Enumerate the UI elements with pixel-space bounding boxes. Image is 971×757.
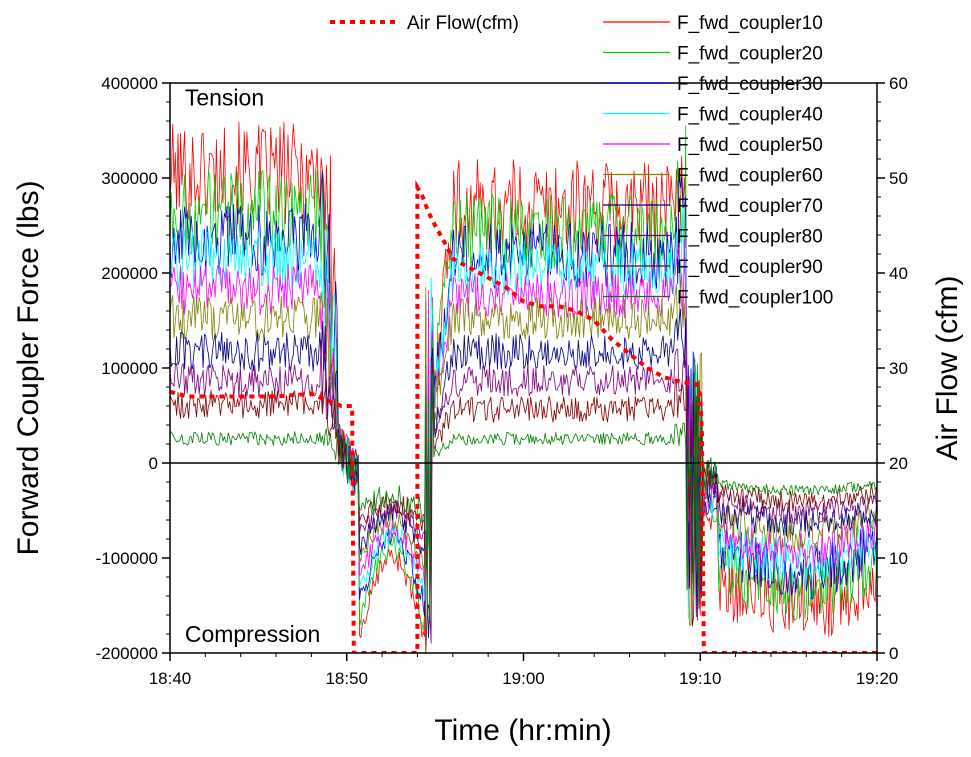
legend-item-F_fwd_coupler30: F_fwd_coupler30 <box>603 74 823 95</box>
y-axis-title: Forward Coupler Force (lbs) <box>12 180 45 555</box>
legend-label: F_fwd_coupler90 <box>677 257 823 278</box>
y-tick-label: 200000 <box>101 264 158 283</box>
annotation-layer: Tension Compression <box>185 84 321 647</box>
y-tick-label: 100000 <box>101 359 158 378</box>
y2-axis-title: Air Flow (cfm) <box>931 276 964 461</box>
y2-tick-label: 0 <box>889 644 898 663</box>
x-tick-label: 18:40 <box>149 669 192 688</box>
series-line-F_fwd_coupler100 <box>170 363 877 624</box>
legend-item-F_fwd_coupler40: F_fwd_coupler40 <box>603 105 823 126</box>
legend-item-F_fwd_coupler20: F_fwd_coupler20 <box>603 44 823 65</box>
legend-label: F_fwd_coupler70 <box>677 196 823 217</box>
legend-item-F_fwd_coupler50: F_fwd_coupler50 <box>603 135 823 156</box>
y2-tick-label: 10 <box>889 549 908 568</box>
annotation-compression: Compression <box>185 621 321 647</box>
y2-tick-label: 50 <box>889 169 908 188</box>
y-tick-label: -200000 <box>96 644 158 663</box>
x-axis-title: Time (hr:min) <box>434 714 611 747</box>
legend-item-F_fwd_coupler10: F_fwd_coupler10 <box>603 13 823 34</box>
legend-label: F_fwd_coupler30 <box>677 74 823 95</box>
x-tick-label: 19:00 <box>502 669 545 688</box>
legend-item-F_fwd_coupler100: F_fwd_coupler100 <box>603 288 833 309</box>
y-tick-label: -100000 <box>96 549 158 568</box>
legend-label: F_fwd_coupler100 <box>677 288 833 309</box>
series-line-F_fwd_coupler80 <box>170 339 877 644</box>
legend-label: F_fwd_coupler20 <box>677 44 823 65</box>
legend-label: F_fwd_coupler40 <box>677 105 823 126</box>
y-tick-label: 0 <box>149 454 158 473</box>
x-tick-label: 19:20 <box>856 669 899 688</box>
legend-label: F_fwd_coupler50 <box>677 135 823 156</box>
legend: Air Flow(cfm) F_fwd_coupler10 F_fwd_couple… <box>330 13 833 309</box>
ticks-layer: 18:40 18:50 19:00 19:10 19:20400000300000200… <box>96 74 908 688</box>
y2-tick-label: 30 <box>889 359 908 378</box>
legend-label: F_fwd_coupler80 <box>677 227 823 248</box>
legend-item-airflow: Air Flow(cfm) <box>330 13 519 34</box>
y2-tick-label: 20 <box>889 454 908 473</box>
x-tick-label: 19:10 <box>679 669 722 688</box>
airflow-layer <box>170 179 877 653</box>
y2-tick-label: 40 <box>889 264 908 283</box>
legend-item-F_fwd_coupler80: F_fwd_coupler80 <box>603 227 823 248</box>
legend-item-F_fwd_coupler90: F_fwd_coupler90 <box>603 257 823 278</box>
airflow-line <box>170 179 877 653</box>
legend-label: F_fwd_coupler10 <box>677 13 823 34</box>
series-line-F_fwd_coupler50 <box>170 240 877 609</box>
y-tick-label: 400000 <box>101 74 158 93</box>
series-layer <box>170 121 877 653</box>
series-line-F_fwd_coupler90 <box>170 364 877 653</box>
legend-label: F_fwd_coupler60 <box>677 166 823 187</box>
legend-label: Air Flow(cfm) <box>407 13 519 34</box>
series-line-F_fwd_coupler20 <box>170 125 877 632</box>
annotation-tension: Tension <box>185 84 264 110</box>
x-tick-label: 18:50 <box>325 669 368 688</box>
legend-item-F_fwd_coupler60: F_fwd_coupler60 <box>603 166 823 187</box>
series-line-F_fwd_coupler70 <box>170 308 877 639</box>
y2-tick-label: 60 <box>889 74 908 93</box>
y-tick-label: 300000 <box>101 169 158 188</box>
legend-item-F_fwd_coupler70: F_fwd_coupler70 <box>603 196 823 217</box>
